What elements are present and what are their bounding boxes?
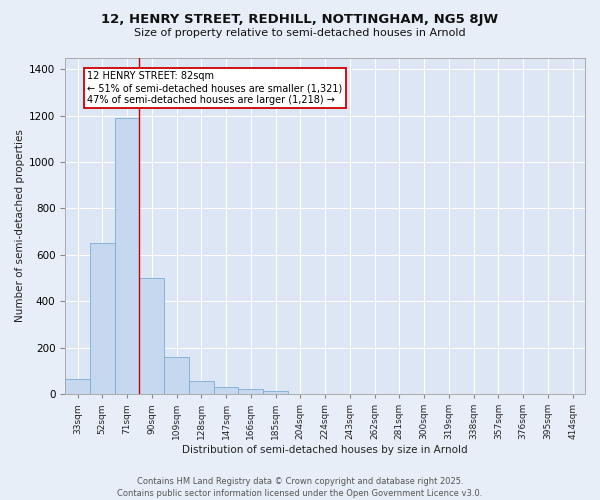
Bar [189, 382, 214, 394]
Text: Contains HM Land Registry data © Crown copyright and database right 2025.
Contai: Contains HM Land Registry data © Crown c… [118, 476, 482, 498]
Bar [263, 390, 288, 394]
Bar [65, 379, 90, 394]
Bar [164, 357, 189, 394]
Bar [115, 118, 139, 394]
Bar [139, 278, 164, 394]
Text: 12, HENRY STREET, REDHILL, NOTTINGHAM, NG5 8JW: 12, HENRY STREET, REDHILL, NOTTINGHAM, N… [101, 12, 499, 26]
X-axis label: Distribution of semi-detached houses by size in Arnold: Distribution of semi-detached houses by … [182, 445, 468, 455]
Text: 12 HENRY STREET: 82sqm
← 51% of semi-detached houses are smaller (1,321)
47% of : 12 HENRY STREET: 82sqm ← 51% of semi-det… [87, 72, 342, 104]
Y-axis label: Number of semi-detached properties: Number of semi-detached properties [15, 130, 25, 322]
Bar [214, 387, 238, 394]
Text: Size of property relative to semi-detached houses in Arnold: Size of property relative to semi-detach… [134, 28, 466, 38]
Bar [90, 243, 115, 394]
Bar [238, 390, 263, 394]
